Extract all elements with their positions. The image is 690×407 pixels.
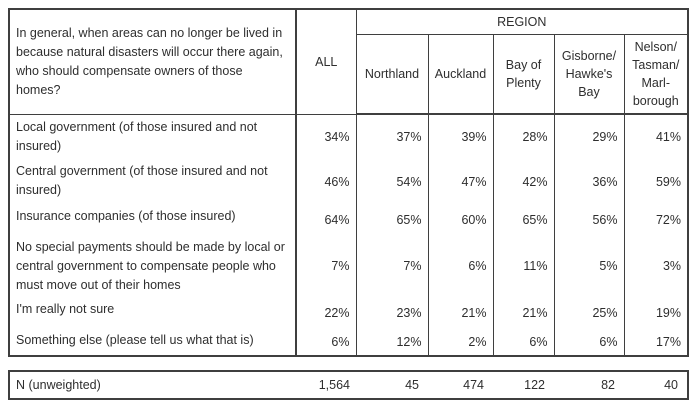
value-cell: 6% [427, 235, 494, 297]
value-cell: 11% [492, 235, 555, 297]
value-cell: 29% [553, 114, 625, 159]
value-cell: 65% [355, 204, 429, 235]
answer-row-something-else: Something else (please tell us what that… [8, 328, 689, 356]
unweighted-n-table: N (unweighted) 1,564 45 474 122 82 40 [8, 370, 689, 400]
footer-value-cell: 122 [524, 378, 545, 392]
value-cell: 72% [623, 204, 689, 235]
footer-value-cell: 45 [405, 378, 419, 392]
footer-value-cell: 474 [463, 378, 484, 392]
value-cell: 5% [553, 235, 625, 297]
column-header-nelson-tasman-marlborough: Nelson/ Tasman/ Marl- borough [623, 33, 689, 115]
row-label: Something else (please tell us what that… [8, 328, 297, 356]
answer-row-central-government: Central government (of those insured and… [8, 159, 689, 204]
value-cell: 54% [355, 159, 429, 204]
unweighted-n-row: N (unweighted) 1,564 45 474 122 82 40 [9, 371, 688, 399]
row-label: I'm really not sure [8, 297, 297, 328]
answer-row-insurance-companies: Insurance companies (of those insured) 6… [8, 204, 689, 235]
value-cell-all: 64% [295, 204, 357, 235]
value-cell: 17% [623, 328, 689, 356]
footer-value-cell: 40 [664, 378, 678, 392]
header-row-regions: Northland Auckland Bay of Plenty Gisborn… [9, 33, 689, 115]
row-label: Local government (of those insured and n… [8, 114, 297, 159]
header-row-region-group: In general, when areas can no longer be … [8, 8, 689, 115]
footer-row-label: N (unweighted) [16, 378, 101, 392]
column-header-auckland: Auckland [427, 33, 494, 115]
column-header-northland: Northland [355, 33, 429, 115]
value-cell: 36% [553, 159, 625, 204]
value-cell: 2% [427, 328, 494, 356]
value-cell: 6% [553, 328, 625, 356]
value-cell: 39% [427, 114, 494, 159]
value-cell-all: 6% [295, 328, 357, 356]
value-cell: 21% [427, 297, 494, 328]
value-cell: 19% [623, 297, 689, 328]
answer-row-not-sure: I'm really not sure 22% 23% 21% 21% 25% … [8, 297, 689, 328]
answer-row-local-government: Local government (of those insured and n… [8, 114, 689, 159]
value-cell: 59% [623, 159, 689, 204]
value-cell: 28% [492, 114, 555, 159]
value-cell: 25% [553, 297, 625, 328]
footer-value-cell: 82 [601, 378, 615, 392]
value-cell: 37% [355, 114, 429, 159]
value-cell: 42% [492, 159, 555, 204]
all-column-header: ALL [295, 8, 357, 115]
value-cell: 12% [355, 328, 429, 356]
value-cell-all: 46% [295, 159, 357, 204]
value-cell: 60% [427, 204, 494, 235]
value-cell: 23% [355, 297, 429, 328]
value-cell: 56% [553, 204, 625, 235]
value-cell: 21% [492, 297, 555, 328]
answer-row-no-special-payments: No special payments should be made by lo… [8, 235, 689, 297]
column-header-gisborne-hawkes-bay: Gisborne/ Hawke's Bay [553, 33, 625, 115]
question-cell: In general, when areas can no longer be … [8, 8, 297, 115]
value-cell-all: 7% [295, 235, 357, 297]
value-cell: 41% [623, 114, 689, 159]
value-cell-all: 22% [295, 297, 357, 328]
value-cell: 65% [492, 204, 555, 235]
row-label: Central government (of those insured and… [8, 159, 297, 204]
value-cell-all: 34% [295, 114, 357, 159]
survey-results-table: In general, when areas can no longer be … [8, 8, 690, 357]
region-group-header: REGION [355, 8, 689, 35]
value-cell: 7% [355, 235, 429, 297]
value-cell: 6% [492, 328, 555, 356]
footer-value-all: 1,564 [318, 378, 350, 392]
column-header-bay-of-plenty: Bay of Plenty [492, 33, 555, 115]
value-cell: 3% [623, 235, 689, 297]
value-cell: 47% [427, 159, 494, 204]
row-label: No special payments should be made by lo… [8, 235, 297, 297]
row-label: Insurance companies (of those insured) [8, 204, 297, 235]
